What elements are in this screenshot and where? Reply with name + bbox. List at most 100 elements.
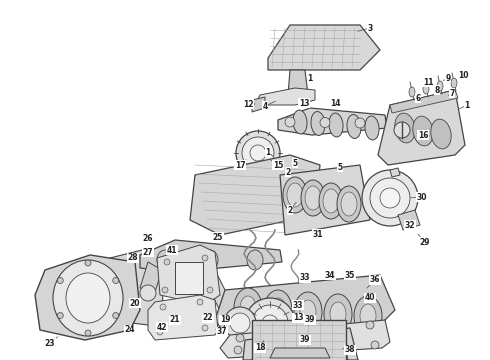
Polygon shape bbox=[288, 70, 308, 98]
Text: 21: 21 bbox=[170, 315, 180, 324]
Ellipse shape bbox=[423, 84, 429, 94]
Polygon shape bbox=[140, 262, 162, 292]
Ellipse shape bbox=[250, 145, 266, 161]
Text: 41: 41 bbox=[167, 246, 177, 255]
Polygon shape bbox=[205, 276, 235, 315]
Text: 8: 8 bbox=[434, 86, 440, 95]
Polygon shape bbox=[270, 348, 330, 358]
Ellipse shape bbox=[451, 78, 457, 88]
Text: 29: 29 bbox=[420, 238, 430, 247]
Text: 17: 17 bbox=[235, 161, 245, 170]
Polygon shape bbox=[252, 348, 348, 360]
Ellipse shape bbox=[300, 300, 316, 324]
Text: 22: 22 bbox=[203, 314, 213, 323]
Ellipse shape bbox=[157, 250, 173, 270]
Polygon shape bbox=[390, 168, 400, 177]
Text: 7: 7 bbox=[449, 89, 455, 98]
Ellipse shape bbox=[85, 330, 91, 336]
Polygon shape bbox=[190, 155, 320, 235]
Ellipse shape bbox=[395, 113, 415, 143]
Ellipse shape bbox=[240, 296, 256, 320]
Ellipse shape bbox=[162, 287, 168, 293]
Ellipse shape bbox=[362, 170, 418, 226]
Ellipse shape bbox=[324, 294, 352, 334]
Ellipse shape bbox=[283, 177, 307, 213]
Ellipse shape bbox=[234, 288, 262, 328]
Text: 30: 30 bbox=[417, 193, 427, 202]
Ellipse shape bbox=[168, 320, 178, 330]
Ellipse shape bbox=[323, 189, 339, 213]
Text: 3: 3 bbox=[368, 23, 372, 32]
Text: 36: 36 bbox=[370, 275, 380, 284]
Ellipse shape bbox=[431, 119, 451, 149]
Text: 1: 1 bbox=[266, 148, 270, 157]
Ellipse shape bbox=[113, 312, 119, 319]
Ellipse shape bbox=[360, 304, 376, 328]
Ellipse shape bbox=[236, 131, 280, 175]
Ellipse shape bbox=[370, 178, 410, 218]
Ellipse shape bbox=[329, 113, 343, 137]
Ellipse shape bbox=[247, 250, 263, 270]
Ellipse shape bbox=[66, 273, 110, 323]
Ellipse shape bbox=[262, 315, 278, 331]
Ellipse shape bbox=[224, 307, 256, 339]
Text: 18: 18 bbox=[255, 343, 265, 352]
Ellipse shape bbox=[380, 188, 400, 208]
Text: 12: 12 bbox=[243, 99, 253, 108]
Ellipse shape bbox=[207, 287, 213, 293]
Ellipse shape bbox=[236, 334, 244, 342]
Bar bbox=[252, 320, 346, 360]
Polygon shape bbox=[140, 240, 282, 272]
Ellipse shape bbox=[160, 304, 166, 310]
Polygon shape bbox=[398, 210, 420, 230]
Ellipse shape bbox=[341, 192, 357, 216]
Ellipse shape bbox=[264, 290, 292, 330]
Text: 11: 11 bbox=[423, 77, 433, 86]
Ellipse shape bbox=[202, 255, 208, 261]
Text: 35: 35 bbox=[345, 270, 355, 279]
Polygon shape bbox=[220, 320, 390, 358]
Ellipse shape bbox=[113, 278, 119, 284]
Text: 42: 42 bbox=[157, 323, 167, 332]
Polygon shape bbox=[268, 25, 380, 70]
Text: 1: 1 bbox=[307, 73, 313, 82]
Ellipse shape bbox=[202, 250, 218, 270]
Text: 37: 37 bbox=[217, 328, 227, 337]
Text: 24: 24 bbox=[125, 325, 135, 334]
Ellipse shape bbox=[245, 298, 295, 348]
Ellipse shape bbox=[270, 298, 286, 322]
Text: 31: 31 bbox=[313, 230, 323, 239]
Ellipse shape bbox=[311, 112, 325, 135]
Polygon shape bbox=[148, 295, 218, 340]
Ellipse shape bbox=[394, 122, 410, 138]
Ellipse shape bbox=[437, 81, 443, 91]
Ellipse shape bbox=[319, 183, 343, 219]
Text: 39: 39 bbox=[300, 336, 310, 345]
Ellipse shape bbox=[197, 299, 203, 305]
Text: 27: 27 bbox=[143, 248, 153, 257]
Ellipse shape bbox=[305, 186, 321, 210]
Text: 39: 39 bbox=[305, 315, 315, 324]
Polygon shape bbox=[255, 88, 315, 105]
Text: 5: 5 bbox=[338, 162, 343, 171]
Text: 33: 33 bbox=[300, 274, 310, 283]
Polygon shape bbox=[280, 165, 370, 235]
Text: 13: 13 bbox=[299, 99, 309, 108]
Polygon shape bbox=[278, 108, 387, 135]
Polygon shape bbox=[390, 90, 458, 113]
Polygon shape bbox=[252, 97, 265, 112]
Ellipse shape bbox=[234, 346, 242, 354]
Ellipse shape bbox=[230, 313, 250, 333]
Text: 4: 4 bbox=[262, 102, 268, 111]
Ellipse shape bbox=[85, 260, 91, 266]
Text: 2: 2 bbox=[285, 167, 291, 176]
Ellipse shape bbox=[294, 292, 322, 332]
Polygon shape bbox=[243, 328, 358, 360]
Ellipse shape bbox=[354, 296, 382, 336]
Ellipse shape bbox=[57, 278, 63, 284]
Bar bbox=[175, 262, 203, 294]
Text: 20: 20 bbox=[130, 298, 140, 307]
Polygon shape bbox=[35, 255, 140, 340]
Ellipse shape bbox=[252, 305, 288, 341]
Ellipse shape bbox=[347, 114, 361, 139]
